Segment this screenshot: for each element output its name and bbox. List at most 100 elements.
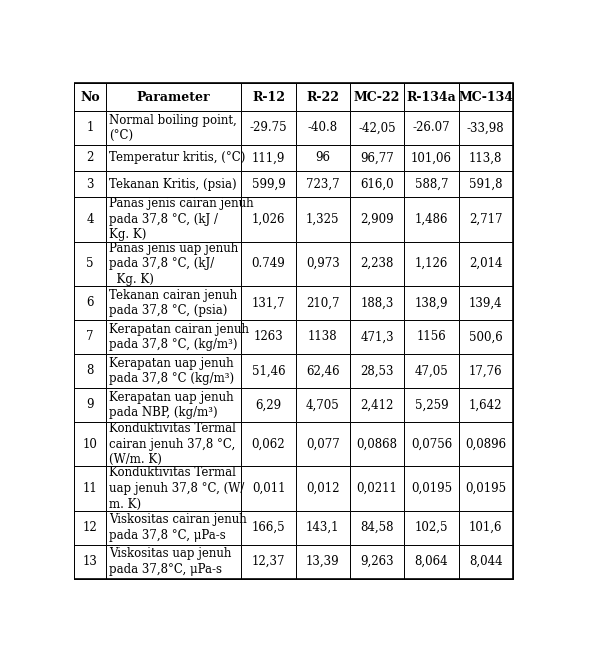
- Text: 0,0195: 0,0195: [411, 482, 452, 495]
- Bar: [296, 84, 350, 111]
- Bar: [405, 320, 459, 354]
- Text: Panas jenis uap jenuh
pada 37,8 °C, (kJ/
  Kg. K): Panas jenis uap jenuh pada 37,8 °C, (kJ/…: [109, 242, 238, 286]
- Bar: [296, 354, 350, 388]
- Text: MC-22: MC-22: [354, 91, 400, 104]
- Bar: [241, 145, 296, 171]
- Text: 9,263: 9,263: [361, 555, 394, 568]
- Bar: [350, 320, 405, 354]
- Text: 0,0868: 0,0868: [356, 438, 397, 451]
- Text: R-22: R-22: [307, 91, 339, 104]
- Bar: [106, 320, 241, 354]
- Bar: [459, 320, 513, 354]
- Bar: [350, 354, 405, 388]
- Text: 101,6: 101,6: [469, 521, 503, 534]
- Text: 17,76: 17,76: [469, 364, 503, 377]
- Bar: [459, 84, 513, 111]
- Bar: [350, 545, 405, 579]
- Text: Kerapatan uap jenuh
pada 37,8 °C (kg/m³): Kerapatan uap jenuh pada 37,8 °C (kg/m³): [109, 357, 235, 385]
- Bar: [106, 171, 241, 197]
- Bar: [405, 422, 459, 466]
- Bar: [459, 545, 513, 579]
- Text: 0,011: 0,011: [252, 482, 285, 495]
- Text: Panas jenis cairan jenuh
pada 37,8 °C, (kJ /
Kg. K): Panas jenis cairan jenuh pada 37,8 °C, (…: [109, 197, 254, 242]
- Bar: [241, 422, 296, 466]
- Text: 28,53: 28,53: [361, 364, 394, 377]
- Text: 0.749: 0.749: [252, 257, 285, 270]
- Text: 2,238: 2,238: [361, 257, 394, 270]
- Bar: [74, 545, 106, 579]
- Text: -26.07: -26.07: [413, 121, 450, 135]
- Bar: [74, 242, 106, 286]
- Text: 0,0756: 0,0756: [411, 438, 452, 451]
- Text: 500,6: 500,6: [469, 330, 503, 343]
- Text: 0,062: 0,062: [252, 438, 285, 451]
- Bar: [106, 422, 241, 466]
- Bar: [405, 111, 459, 145]
- Text: 6,29: 6,29: [255, 398, 282, 411]
- Text: 1,486: 1,486: [415, 213, 448, 226]
- Text: 11: 11: [83, 482, 97, 495]
- Text: 13: 13: [83, 555, 97, 568]
- Bar: [405, 171, 459, 197]
- Bar: [241, 286, 296, 320]
- Bar: [296, 242, 350, 286]
- Bar: [74, 388, 106, 422]
- Text: 102,5: 102,5: [415, 521, 448, 534]
- Bar: [74, 511, 106, 545]
- Text: 0,0896: 0,0896: [465, 438, 506, 451]
- Text: 84,58: 84,58: [361, 521, 394, 534]
- Bar: [405, 197, 459, 242]
- Bar: [74, 286, 106, 320]
- Text: -33,98: -33,98: [467, 121, 505, 135]
- Text: 2,717: 2,717: [469, 213, 503, 226]
- Text: 0,0211: 0,0211: [357, 482, 397, 495]
- Text: 588,7: 588,7: [415, 178, 448, 191]
- Bar: [74, 422, 106, 466]
- Bar: [106, 197, 241, 242]
- Text: R-12: R-12: [252, 91, 285, 104]
- Text: Konduktivitas Termal
cairan jenuh 37,8 °C,
(W/m. K): Konduktivitas Termal cairan jenuh 37,8 °…: [109, 422, 236, 466]
- Bar: [241, 466, 296, 511]
- Text: Konduktivitas Termal
uap jenuh 37,8 °C, (W/
m. K): Konduktivitas Termal uap jenuh 37,8 °C, …: [109, 466, 245, 511]
- Text: 12: 12: [83, 521, 97, 534]
- Bar: [405, 286, 459, 320]
- Bar: [296, 111, 350, 145]
- Text: R-134a: R-134a: [407, 91, 456, 104]
- Bar: [350, 171, 405, 197]
- Bar: [241, 171, 296, 197]
- Text: 5: 5: [86, 257, 94, 270]
- Bar: [350, 197, 405, 242]
- Bar: [459, 422, 513, 466]
- Bar: [405, 354, 459, 388]
- Text: 6: 6: [86, 296, 94, 310]
- Text: 1263: 1263: [254, 330, 283, 343]
- Text: 1138: 1138: [308, 330, 337, 343]
- Bar: [405, 466, 459, 511]
- Text: 4: 4: [86, 213, 94, 226]
- Text: 1,325: 1,325: [306, 213, 340, 226]
- Bar: [405, 84, 459, 111]
- Bar: [350, 286, 405, 320]
- Bar: [74, 197, 106, 242]
- Text: Tekanan Kritis, (psia): Tekanan Kritis, (psia): [109, 178, 237, 191]
- Bar: [106, 145, 241, 171]
- Bar: [106, 84, 241, 111]
- Text: 101,06: 101,06: [411, 151, 452, 165]
- Bar: [459, 197, 513, 242]
- Text: Parameter: Parameter: [137, 91, 210, 104]
- Text: 188,3: 188,3: [361, 296, 394, 310]
- Text: -40.8: -40.8: [308, 121, 338, 135]
- Text: 96,77: 96,77: [361, 151, 394, 165]
- Text: 2,412: 2,412: [361, 398, 394, 411]
- Text: 0,973: 0,973: [306, 257, 340, 270]
- Text: 616,0: 616,0: [361, 178, 394, 191]
- Text: 4,705: 4,705: [306, 398, 340, 411]
- Bar: [241, 545, 296, 579]
- Text: 5,259: 5,259: [415, 398, 448, 411]
- Text: Kerapatan uap jenuh
pada NBP, (kg/m³): Kerapatan uap jenuh pada NBP, (kg/m³): [109, 390, 234, 419]
- Text: 51,46: 51,46: [252, 364, 285, 377]
- Bar: [350, 242, 405, 286]
- Text: 599,9: 599,9: [252, 178, 285, 191]
- Bar: [405, 388, 459, 422]
- Text: MC-134: MC-134: [459, 91, 513, 104]
